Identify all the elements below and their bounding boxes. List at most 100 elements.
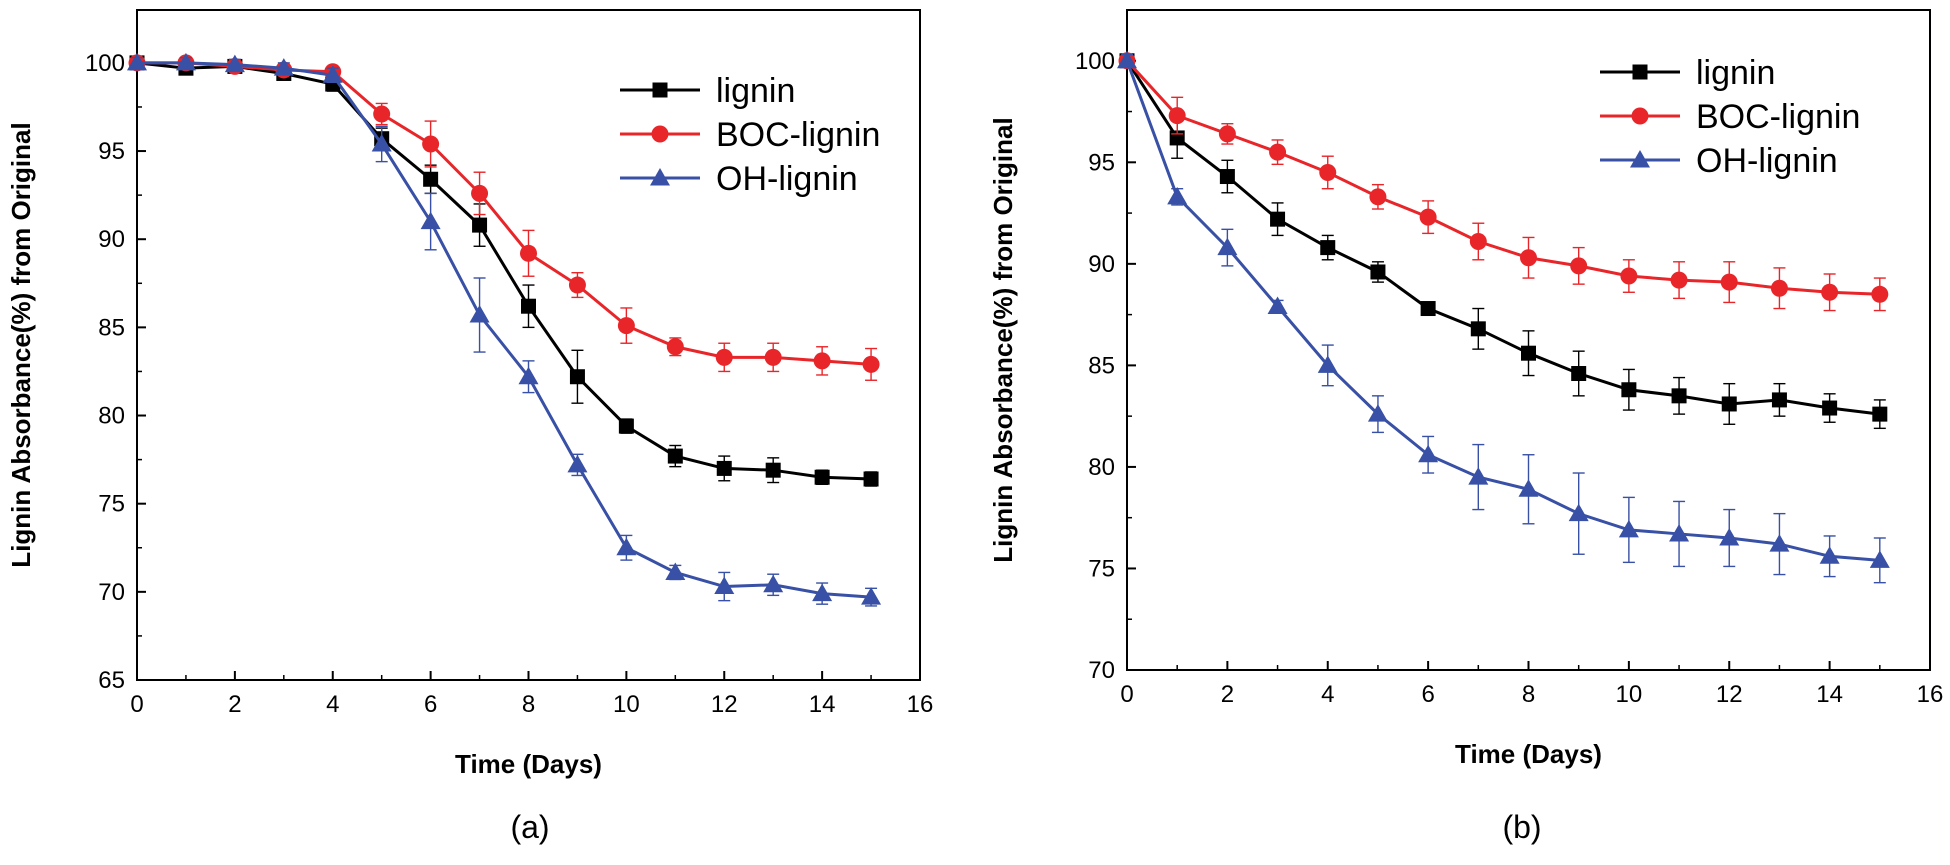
data-point <box>1468 467 1489 485</box>
chart-panel-b: 0 2 4 6 8 10 12 14 16 70 75 80 85 90 95 100 Time (Days) L… <box>988 9 1944 845</box>
x-tick-label: 8 <box>522 691 535 718</box>
data-point <box>1620 267 1638 285</box>
legend-label: BOC-lignin <box>1696 98 1860 136</box>
y-tick-label: 70 <box>1088 657 1115 684</box>
data-point <box>469 305 490 323</box>
y-tick-label: 100 <box>85 50 125 77</box>
data-point <box>568 276 586 294</box>
x-tick-label: 14 <box>1816 681 1843 708</box>
data-point <box>1618 519 1639 538</box>
x-axis-title: Time (Days) <box>455 749 602 779</box>
legend-marker <box>652 82 668 98</box>
series-line <box>137 61 872 366</box>
data-point <box>1267 296 1288 314</box>
data-point <box>1469 233 1487 251</box>
data-point <box>1872 406 1888 422</box>
series-lignin <box>1119 53 1888 430</box>
data-point <box>1771 392 1787 408</box>
data-point <box>666 338 684 356</box>
y-tick-label: 90 <box>98 226 125 253</box>
data-point <box>1518 479 1539 497</box>
legend-label: lignin <box>1696 54 1775 92</box>
data-point <box>1319 163 1337 181</box>
data-point <box>1218 125 1236 143</box>
series-oh-lignin <box>127 52 882 607</box>
legend-label: lignin <box>716 72 795 110</box>
data-point <box>617 317 635 335</box>
series-line <box>136 61 872 481</box>
y-tick-label: 70 <box>98 579 125 606</box>
y-tick-label: 85 <box>98 314 125 341</box>
series-boc-lignin <box>1118 52 1889 312</box>
y-tick-label: 85 <box>1088 352 1115 379</box>
data-point <box>765 462 781 478</box>
plot-frame <box>136 9 921 681</box>
data-point <box>1521 345 1536 361</box>
data-point <box>764 348 782 366</box>
x-tick-label: 0 <box>130 691 143 718</box>
data-point <box>862 355 880 373</box>
data-point <box>1570 257 1588 275</box>
data-point <box>518 366 539 385</box>
series-line <box>1125 59 1880 296</box>
x-tick-label: 14 <box>809 691 836 718</box>
data-point <box>812 583 833 602</box>
data-point <box>1770 279 1788 297</box>
data-point <box>1317 355 1338 373</box>
data-point <box>520 244 537 262</box>
data-point <box>371 134 392 152</box>
x-tick-label: 10 <box>1616 681 1643 708</box>
data-point <box>1270 211 1286 227</box>
data-point <box>1117 50 1137 69</box>
x-tick-label: 4 <box>1321 681 1334 708</box>
data-point <box>763 574 784 593</box>
y-tick-label: 90 <box>1088 251 1115 278</box>
y-tick-label: 95 <box>98 138 125 165</box>
x-tick-label: 6 <box>1421 681 1434 708</box>
data-point <box>472 217 488 233</box>
x-tick-label: 8 <box>1522 681 1535 708</box>
data-point <box>1821 283 1839 301</box>
y-axis-title: Lignin Absorbance(%) from Original <box>6 122 36 567</box>
legend-label: OH-lignin <box>1696 142 1838 180</box>
x-tick-label: 16 <box>907 691 934 718</box>
data-point <box>1769 534 1790 552</box>
y-axis-title: Lignin Absorbance(%) from Original <box>988 117 1018 562</box>
data-point <box>471 184 489 202</box>
legend-marker <box>1631 107 1649 125</box>
data-point <box>1719 528 1740 546</box>
data-point <box>423 171 439 187</box>
data-point <box>861 587 882 605</box>
legend-marker <box>650 168 670 186</box>
x-tick-label: 2 <box>228 691 241 718</box>
data-point <box>1670 271 1688 289</box>
y-tick-label: 75 <box>1088 555 1115 582</box>
x-tick-label: 16 <box>1917 681 1944 708</box>
y-tick-label: 100 <box>1075 48 1115 75</box>
data-point <box>1822 400 1838 416</box>
series-line <box>137 61 872 599</box>
data-point <box>1367 404 1388 422</box>
legend-marker <box>1630 150 1650 168</box>
data-point <box>1671 388 1687 404</box>
chart-panel-a: 0 2 4 6 8 10 12 14 16 65 70 75 80 85 90 95 100 Time (Days… <box>6 9 934 845</box>
y-tick-label: 95 <box>1088 149 1115 176</box>
x-tick-label: 6 <box>424 691 437 718</box>
data-point <box>521 298 536 314</box>
data-point <box>373 105 391 123</box>
data-point <box>1419 208 1437 226</box>
data-point <box>175 52 196 71</box>
data-point <box>1420 301 1436 317</box>
data-point <box>616 537 637 556</box>
data-point <box>273 58 294 76</box>
data-point <box>715 348 733 366</box>
data-point <box>1219 169 1235 185</box>
y-tick-label: 80 <box>98 403 125 430</box>
data-point <box>665 562 686 580</box>
data-point <box>422 135 440 153</box>
data-point <box>618 418 634 434</box>
data-point <box>667 448 683 464</box>
data-point <box>1269 143 1287 161</box>
